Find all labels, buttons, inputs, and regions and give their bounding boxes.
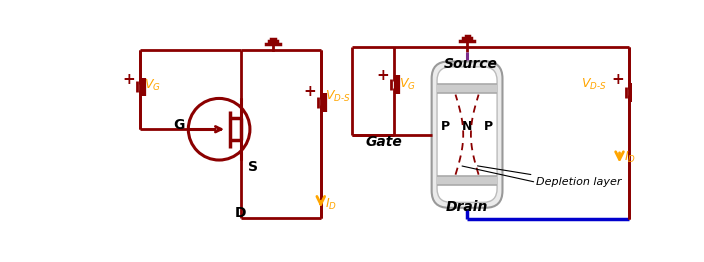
Text: Source: Source: [444, 57, 498, 71]
Text: +: +: [377, 68, 389, 83]
Text: P: P: [441, 121, 450, 133]
Text: N: N: [462, 121, 472, 133]
Text: $I_D$: $I_D$: [325, 197, 337, 212]
Text: G: G: [173, 118, 184, 132]
Text: S: S: [249, 160, 258, 174]
Text: $V_G$: $V_G$: [398, 77, 415, 92]
Text: D: D: [235, 206, 246, 220]
Bar: [437, 84, 497, 93]
Text: +: +: [122, 72, 134, 87]
Text: $V_{D\text{-}S}$: $V_{D\text{-}S}$: [581, 77, 607, 92]
Text: Drain: Drain: [446, 200, 489, 214]
Text: +: +: [303, 84, 316, 99]
Text: Depletion layer: Depletion layer: [477, 166, 622, 187]
Text: $I_D$: $I_D$: [624, 150, 636, 165]
Text: $V_G$: $V_G$: [144, 78, 161, 93]
Text: Gate: Gate: [365, 135, 402, 149]
FancyBboxPatch shape: [437, 67, 497, 202]
Text: +: +: [612, 73, 624, 88]
FancyBboxPatch shape: [432, 62, 503, 208]
Text: $V_{D\text{-}S}$: $V_{D\text{-}S}$: [325, 89, 351, 104]
Bar: [437, 176, 497, 185]
Text: P: P: [484, 121, 494, 133]
